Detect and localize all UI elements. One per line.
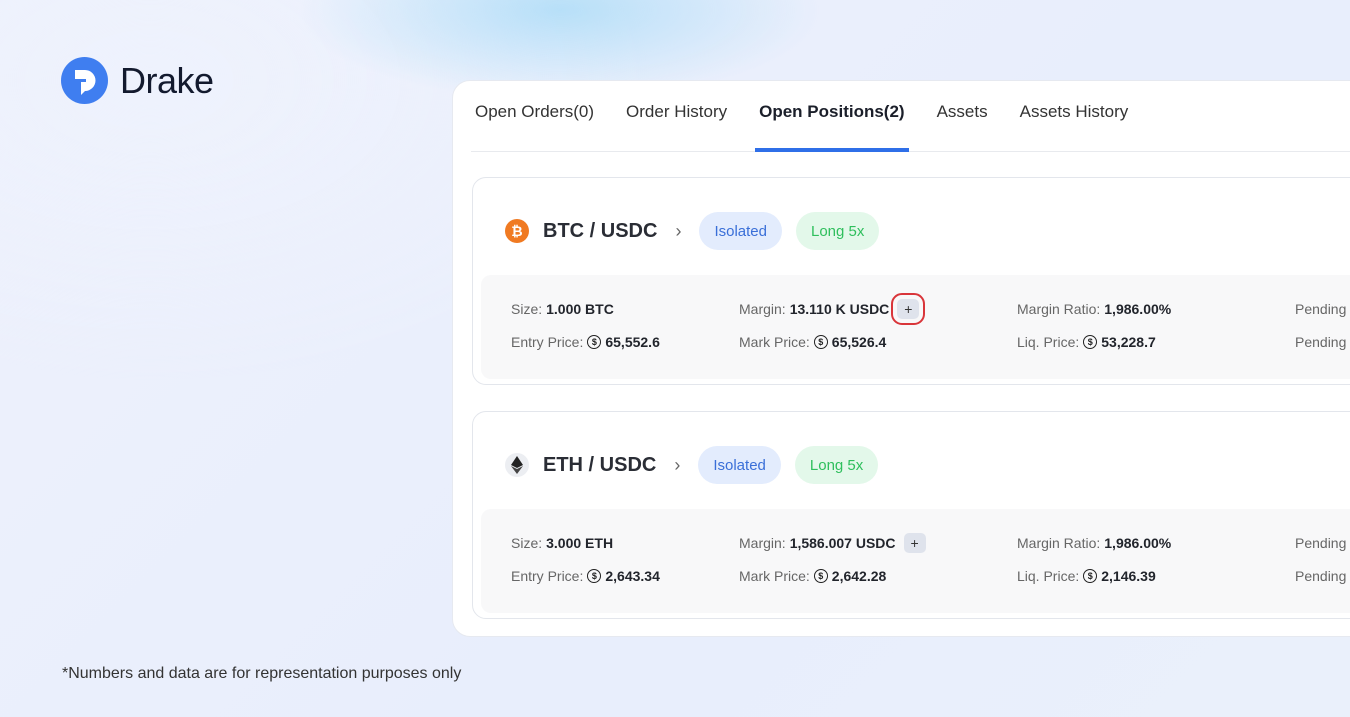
side-leverage-badge: Long 5x (796, 212, 880, 250)
tab-order-history[interactable]: Order History (626, 102, 728, 121)
position-stats: Size: 3.000 ETH Margin: 1,586.007 USDC + Ma… (481, 509, 1350, 613)
liq-price-label: Liq. Price: (1017, 334, 1080, 350)
mark-price-stat: Mark Price: $65,526.4 (739, 334, 886, 350)
brand-name: Drake (120, 59, 214, 101)
usd-coin-icon: $ (1083, 569, 1098, 583)
position-card: ETH / USDC › Isolated Long 5x Size: 3.000… (472, 411, 1350, 619)
liq-price-stat: Liq. Price: $53,228.7 (1017, 334, 1156, 350)
liq-price-value: 53,228.7 (1101, 334, 1156, 350)
drake-logo-icon (61, 57, 108, 104)
size-label: Size: (511, 535, 543, 551)
tab-assets[interactable]: Assets (936, 102, 988, 121)
size-value: 3.000 ETH (546, 535, 614, 551)
tab-open-positions[interactable]: Open Positions(2) (743, 81, 920, 152)
usd-coin-icon: $ (813, 335, 828, 349)
margin-stat: Margin: 13.110 K USDC + (739, 293, 926, 325)
margin-type-badge: Isolated (698, 446, 781, 484)
pending-label: Pending (1295, 301, 1347, 317)
mark-price-value: 2,642.28 (831, 568, 887, 584)
margin-value: 1,586.007 USDC (789, 535, 896, 551)
margin-value: 13.110 K USDC (789, 301, 890, 317)
margin-ratio-label: Margin Ratio: (1017, 535, 1101, 551)
usd-coin-icon: $ (587, 569, 602, 583)
pending-label: Pending (1295, 568, 1347, 584)
chevron-right-icon[interactable]: › (675, 220, 682, 241)
entry-price-stat: Entry Price: $65,552.6 (511, 334, 660, 350)
disclaimer: *Numbers and data are for representation… (62, 665, 462, 682)
size-stat: Size: 3.000 ETH (511, 535, 613, 551)
liq-price-value: 2,146.39 (1101, 568, 1156, 584)
brand-logo: Drake (61, 57, 214, 104)
mark-price-label: Mark Price: (739, 568, 810, 584)
size-value: 1.000 BTC (546, 301, 614, 317)
margin-ratio-stat: Margin Ratio: 1,986.00% (1017, 535, 1171, 551)
margin-label: Margin: (739, 535, 786, 551)
mark-price-stat: Mark Price: $2,642.28 (739, 568, 886, 584)
tab-assets-history[interactable]: Assets History (1019, 102, 1129, 121)
margin-label: Margin: (739, 301, 786, 317)
bitcoin-icon: ₿ (505, 219, 529, 243)
liq-price-stat: Liq. Price: $2,146.39 (1017, 568, 1156, 584)
position-header: ₿ BTC / USDC › Isolated Long 5x (505, 212, 893, 250)
margin-ratio-stat: Margin Ratio: 1,986.00% (1017, 301, 1171, 317)
pending-label: Pending (1295, 334, 1347, 350)
side-leverage-badge: Long 5x (794, 446, 879, 484)
margin-ratio-value: 1,986.00% (1104, 301, 1172, 317)
pair-name[interactable]: ETH / USDC (543, 453, 657, 476)
entry-price-value: 65,552.6 (605, 334, 660, 350)
tab-open-orders[interactable]: Open Orders(0) (475, 102, 595, 121)
entry-price-label: Entry Price: (511, 334, 584, 350)
size-label: Size: (511, 301, 543, 317)
margin-ratio-value: 1,986.00% (1104, 535, 1172, 551)
usd-coin-icon: $ (1083, 335, 1098, 349)
add-margin-button[interactable]: + (891, 293, 926, 325)
mark-price-value: 65,526.4 (831, 334, 887, 350)
positions-panel: Open Orders(0) Order History Open Positi… (452, 80, 1350, 637)
add-margin-button[interactable]: + (903, 533, 926, 553)
margin-stat: Margin: 1,586.007 USDC + (739, 533, 926, 553)
position-card: ₿ BTC / USDC › Isolated Long 5x Size: 1.0… (472, 177, 1350, 385)
entry-price-label: Entry Price: (511, 568, 584, 584)
position-stats: Size: 1.000 BTC Margin: 13.110 K USDC + Mar… (481, 275, 1350, 379)
ethereum-icon (505, 453, 529, 477)
usd-coin-icon: $ (813, 569, 828, 583)
margin-type-badge: Isolated (699, 212, 782, 250)
chevron-right-icon[interactable]: › (674, 454, 681, 475)
liq-price-label: Liq. Price: (1017, 568, 1080, 584)
pending-label: Pending (1295, 535, 1347, 551)
pair-name[interactable]: BTC / USDC (543, 219, 658, 242)
entry-price-stat: Entry Price: $2,643.34 (511, 568, 660, 584)
entry-price-value: 2,643.34 (605, 568, 660, 584)
mark-price-label: Mark Price: (739, 334, 810, 350)
size-stat: Size: 1.000 BTC (511, 301, 614, 317)
margin-ratio-label: Margin Ratio: (1017, 301, 1101, 317)
position-header: ETH / USDC › Isolated Long 5x (505, 446, 892, 484)
tab-bar: Open Orders(0) Order History Open Positi… (471, 81, 1350, 152)
usd-coin-icon: $ (587, 335, 602, 349)
